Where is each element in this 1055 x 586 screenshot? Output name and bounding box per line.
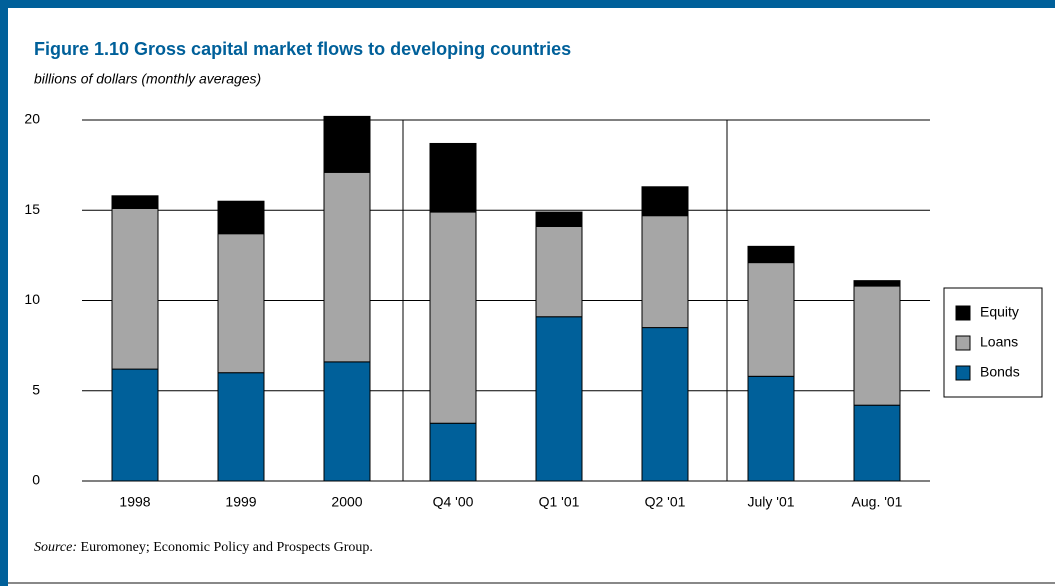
source: Source: Euromoney; Economic Policy and P… xyxy=(34,540,373,555)
bar-segment xyxy=(323,361,371,482)
legend-label: Bonds xyxy=(980,364,1020,380)
x-tick-label: Q1 '01 xyxy=(539,494,580,510)
bar-segment xyxy=(429,422,477,482)
frame-top xyxy=(0,0,1055,8)
chart-title: Figure 1.10 Gross capital market flows t… xyxy=(34,39,571,59)
y-tick-label: 15 xyxy=(24,201,40,217)
legend-swatch xyxy=(955,365,971,381)
legend-swatch xyxy=(955,335,971,351)
bar-segment xyxy=(641,327,689,482)
x-tick-label: 1998 xyxy=(119,494,150,510)
source-label: Source: xyxy=(34,540,77,555)
x-tick-label: Q2 '01 xyxy=(645,494,686,510)
bar-segment xyxy=(747,375,795,482)
bar-segment xyxy=(853,280,901,287)
frame-left xyxy=(0,0,8,586)
bar-segment xyxy=(217,233,265,374)
x-tick-label: July '01 xyxy=(747,494,794,510)
bar-segment xyxy=(111,195,159,209)
y-tick-label: 10 xyxy=(24,291,40,307)
bar-segment xyxy=(323,171,371,363)
legend-swatch xyxy=(955,305,971,321)
bar-segment xyxy=(641,186,689,217)
bar-segment xyxy=(853,285,901,406)
chart-subtitle: billions of dollars (monthly averages) xyxy=(34,71,261,87)
bar-segment xyxy=(429,142,477,213)
bar-segment xyxy=(535,211,583,227)
y-tick-label: 5 xyxy=(32,381,40,397)
x-tick-label: 1999 xyxy=(225,494,256,510)
bar-segment xyxy=(323,115,371,173)
bar-segment xyxy=(641,215,689,329)
bar-segment xyxy=(747,262,795,377)
source-text: Euromoney; Economic Policy and Prospects… xyxy=(81,540,373,555)
bar-segment xyxy=(217,200,265,235)
y-tick-label: 20 xyxy=(24,111,40,127)
x-tick-label: Q4 '00 xyxy=(433,494,474,510)
bar-segment xyxy=(853,404,901,482)
x-tick-label: Aug. '01 xyxy=(852,494,903,510)
bar-segment xyxy=(747,245,795,264)
bar-segment xyxy=(535,316,583,482)
bar-segment xyxy=(111,207,159,370)
x-tick-label: 2000 xyxy=(331,494,362,510)
bar-segment xyxy=(111,368,159,482)
y-tick-label: 0 xyxy=(32,472,40,488)
legend-label: Equity xyxy=(980,304,1019,320)
bar-segment xyxy=(535,225,583,318)
legend-label: Loans xyxy=(980,334,1018,350)
bar-segment xyxy=(429,211,477,424)
bar-segment xyxy=(217,372,265,482)
